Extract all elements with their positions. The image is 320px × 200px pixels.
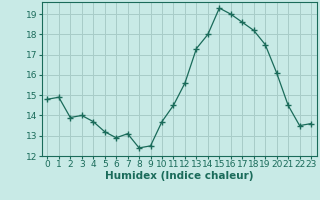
X-axis label: Humidex (Indice chaleur): Humidex (Indice chaleur) — [105, 171, 253, 181]
